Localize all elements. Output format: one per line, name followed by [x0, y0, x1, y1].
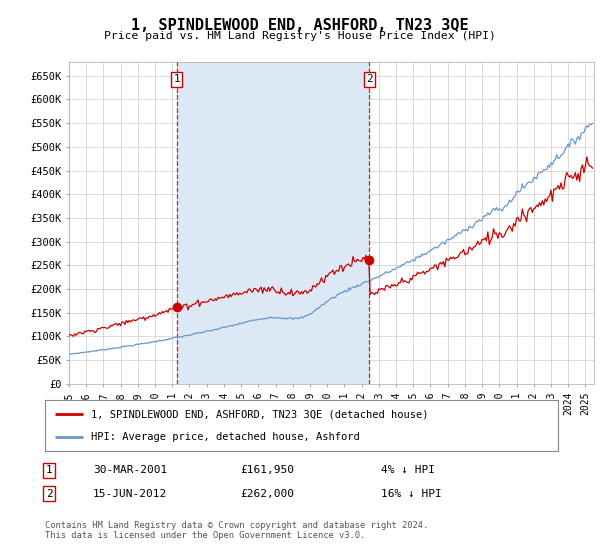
- Text: Price paid vs. HM Land Registry's House Price Index (HPI): Price paid vs. HM Land Registry's House …: [104, 31, 496, 41]
- Text: 2: 2: [46, 489, 53, 499]
- Text: 1, SPINDLEWOOD END, ASHFORD, TN23 3QE: 1, SPINDLEWOOD END, ASHFORD, TN23 3QE: [131, 18, 469, 33]
- Text: 16% ↓ HPI: 16% ↓ HPI: [381, 489, 442, 499]
- Text: £161,950: £161,950: [240, 465, 294, 475]
- Text: HPI: Average price, detached house, Ashford: HPI: Average price, detached house, Ashf…: [91, 432, 360, 442]
- Text: £262,000: £262,000: [240, 489, 294, 499]
- Text: 15-JUN-2012: 15-JUN-2012: [93, 489, 167, 499]
- Text: 1, SPINDLEWOOD END, ASHFORD, TN23 3QE (detached house): 1, SPINDLEWOOD END, ASHFORD, TN23 3QE (d…: [91, 409, 428, 419]
- Text: 1: 1: [173, 74, 180, 85]
- Bar: [176, 62, 370, 384]
- Text: 30-MAR-2001: 30-MAR-2001: [93, 465, 167, 475]
- Text: 4% ↓ HPI: 4% ↓ HPI: [381, 465, 435, 475]
- Text: 2: 2: [366, 74, 373, 85]
- Text: 1: 1: [46, 465, 53, 475]
- Text: Contains HM Land Registry data © Crown copyright and database right 2024.
This d: Contains HM Land Registry data © Crown c…: [45, 521, 428, 540]
